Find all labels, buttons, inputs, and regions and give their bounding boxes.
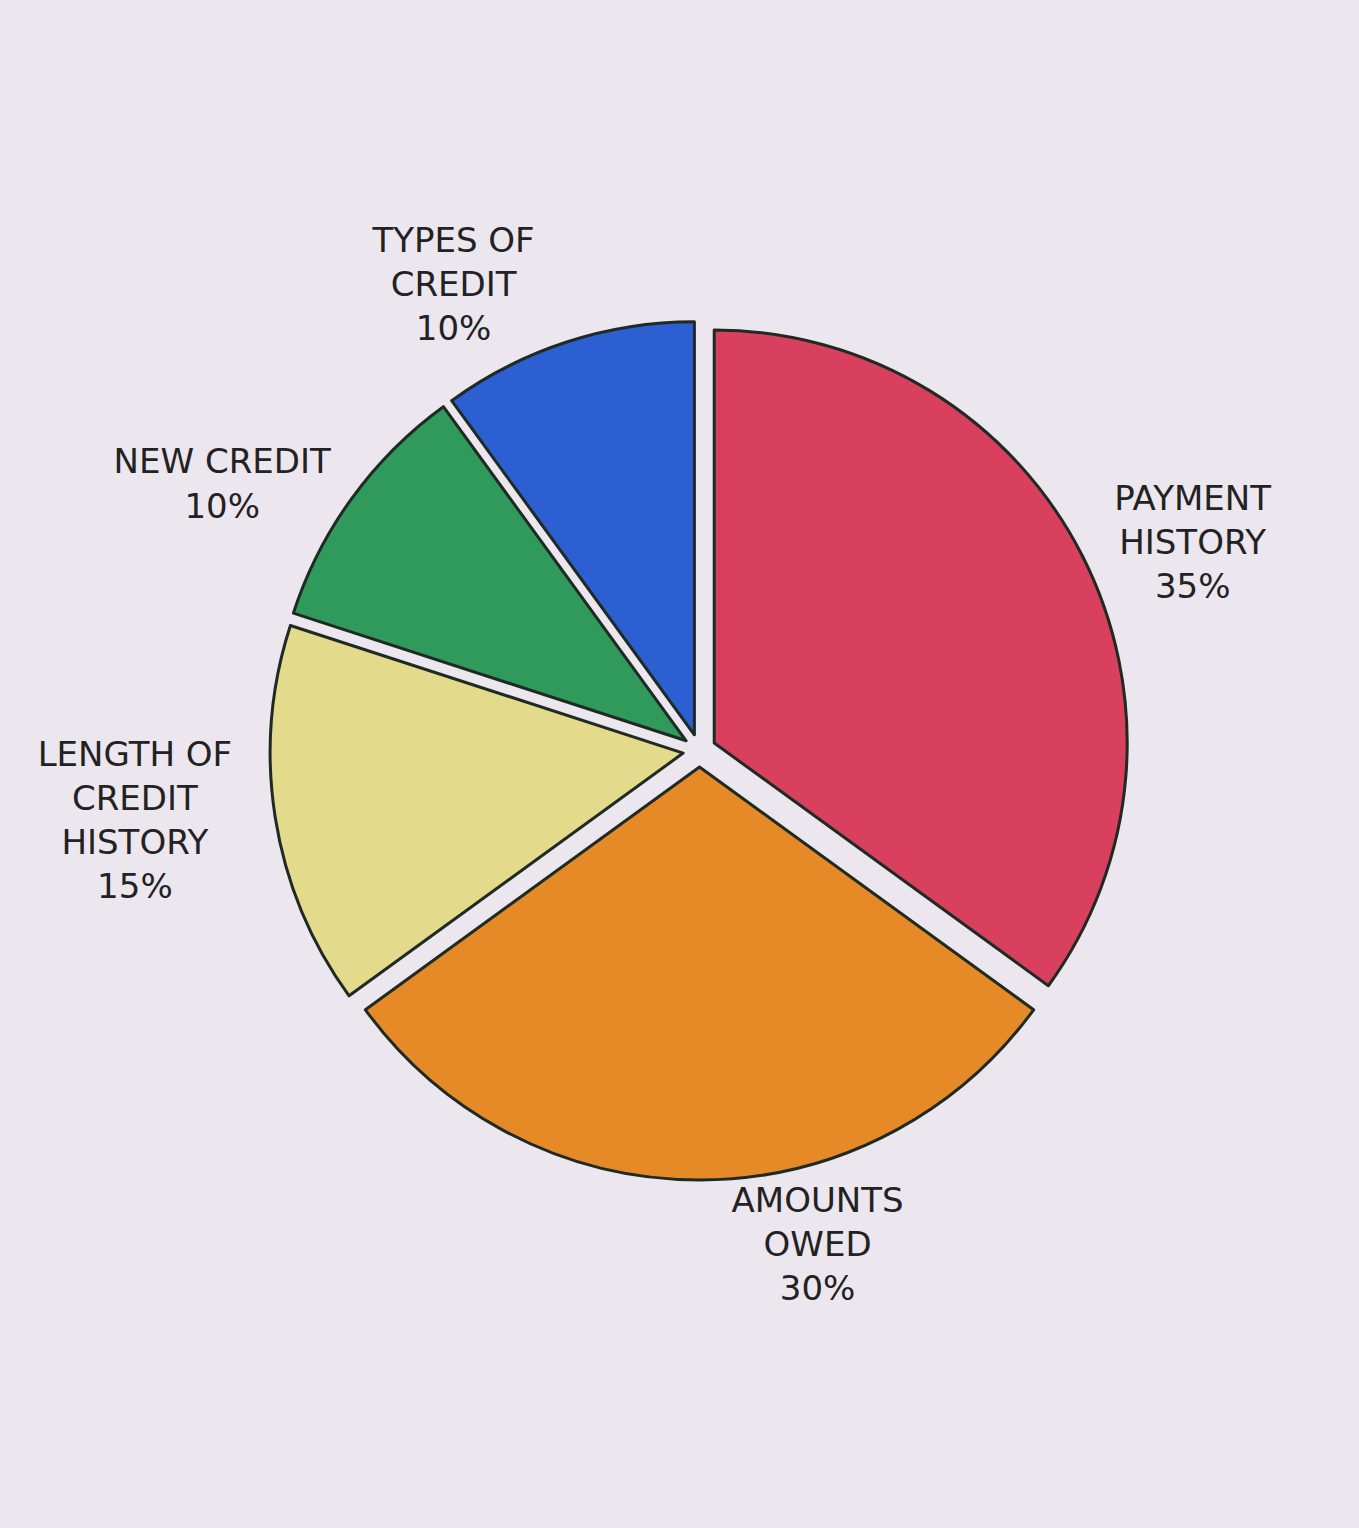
- svg-text:PAYMENTHISTORY35%: PAYMENTHISTORY35%: [1114, 478, 1271, 606]
- svg-text:TYPES OFCREDIT10%: TYPES OFCREDIT10%: [371, 220, 534, 348]
- svg-text:AMOUNTSOWED30%: AMOUNTSOWED30%: [732, 1180, 904, 1308]
- svg-text:NEW CREDIT10%: NEW CREDIT10%: [114, 441, 331, 525]
- svg-text:LENGTH OFCREDITHISTORY15%: LENGTH OFCREDITHISTORY15%: [38, 734, 232, 907]
